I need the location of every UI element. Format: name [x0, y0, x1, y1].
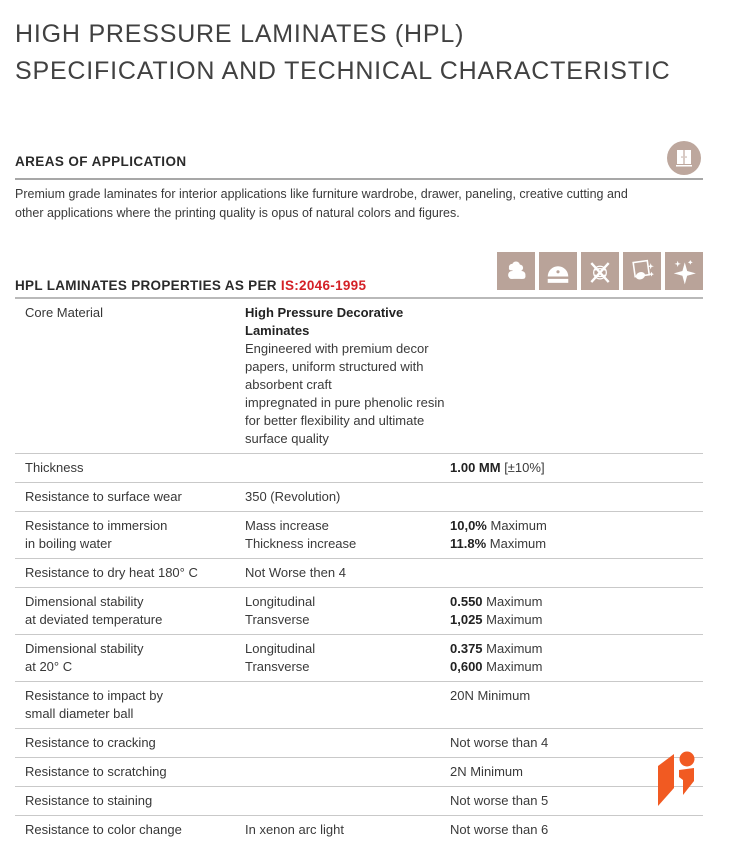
no-scratch-icon	[581, 252, 619, 290]
property-cell: Resistance to staining	[25, 793, 153, 808]
value-cell: 0.550 Maximum 1,025 Maximum	[450, 594, 543, 627]
value-cell: 20N Minimum	[450, 688, 531, 703]
table-row: Resistance to staining Not worse than 5	[15, 787, 703, 816]
brand-logo	[656, 750, 696, 806]
condition-cell: Longitudinal Transverse	[245, 641, 316, 674]
condition-cell	[245, 792, 450, 810]
value-cell: 2N Minimum	[450, 764, 523, 779]
value-cell	[450, 564, 703, 582]
properties-heading: HPL LAMINATES PROPERTIES AS PER IS:2046-…	[15, 278, 366, 293]
condition-cell	[245, 763, 450, 781]
property-cell: Resistance to immersion in boiling water	[25, 518, 168, 551]
value-cell: Not worse than 5	[450, 793, 549, 808]
sparkle-shine-icon	[665, 252, 703, 290]
standard-reference: IS:2046-1995	[280, 278, 367, 293]
table-row: Resistance to immersion in boiling water M…	[15, 512, 703, 559]
property-cell: Resistance to scratching	[25, 764, 167, 779]
abrasion-disc-icon	[539, 252, 577, 290]
spec-table: Core Material High Pressure Decorative La…	[15, 297, 703, 841]
feature-icons-row	[497, 252, 703, 290]
table-row: Resistance to impact by small diameter ba…	[15, 682, 703, 729]
table-row: Resistance to scratching 2N Minimum	[15, 758, 703, 787]
table-row: Resistance to color change(wool standard…	[15, 816, 703, 841]
condition-cell: Mass increase Thickness increase	[245, 518, 357, 551]
value-cell	[450, 488, 703, 506]
table-row: Thickness 1.00 MM [±10%]	[15, 454, 703, 483]
property-cell: Dimensional stability at 20° C	[25, 641, 144, 674]
condition-cell: Not Worse then 4	[245, 565, 346, 580]
value-cell: 0.375 Maximum 0,600 Maximum	[450, 641, 543, 674]
table-row: Core Material High Pressure Decorative La…	[15, 299, 703, 454]
areas-of-application-heading: AREAS OF APPLICATION	[15, 154, 703, 180]
page-title-line2: SPECIFICATION AND TECHNICAL CHARACTERIST…	[15, 57, 671, 85]
condition-cell: High Pressure Decorative Laminates Engine…	[245, 305, 445, 446]
easy-clean-wipe-icon	[623, 252, 661, 290]
condition-cell	[245, 459, 450, 477]
property-cell: Resistance to cracking	[25, 735, 156, 750]
table-row: Resistance to cracking Not worse than 4	[15, 729, 703, 758]
properties-heading-text: HPL LAMINATES PROPERTIES AS PER	[15, 278, 281, 293]
value-cell: Not worse than 4	[450, 735, 549, 750]
table-row: Dimensional stability at 20° C Longitudina…	[15, 635, 703, 682]
property-cell: Resistance to color change(wool standard…	[25, 822, 182, 841]
condition-cell: 350 (Revolution)	[245, 489, 341, 504]
value-cell	[450, 304, 703, 448]
wardrobe-icon	[667, 141, 701, 175]
areas-of-application-body: Premium grade laminates for interior app…	[15, 187, 628, 220]
property-cell: Core Material	[25, 305, 104, 320]
value-cell: 1.00 MM [±10%]	[450, 460, 545, 475]
table-row: Resistance to surface wear 350 (Revolutio…	[15, 483, 703, 512]
property-cell: Thickness	[25, 460, 84, 475]
page-title-line1: HIGH PRESSURE LAMINATES (HPL)	[15, 20, 465, 48]
value-cell: Not worse than 6Not worse than 5	[450, 822, 549, 841]
property-cell: Resistance to dry heat 180° C	[25, 565, 198, 580]
condition-cell: In xenon arc lightIn enclosed carbon arc…	[245, 822, 404, 841]
value-cell: 10,0% Maximum 11.8% Maximum	[450, 518, 547, 551]
property-cell: Resistance to surface wear	[25, 489, 182, 504]
property-cell: Resistance to impact by small diameter ba…	[25, 688, 164, 721]
table-row: Resistance to dry heat 180° C Not Worse t…	[15, 559, 703, 588]
condition-cell	[245, 687, 450, 723]
page-title: HIGH PRESSURE LAMINATES (HPL) SPECIFICAT…	[15, 16, 670, 90]
steam-clouds-icon	[497, 252, 535, 290]
property-cell: Dimensional stability at deviated tempera…	[25, 594, 163, 627]
condition-cell: Longitudinal Transverse	[245, 594, 316, 627]
condition-cell	[245, 734, 450, 752]
table-row: Dimensional stability at deviated tempera…	[15, 588, 703, 635]
